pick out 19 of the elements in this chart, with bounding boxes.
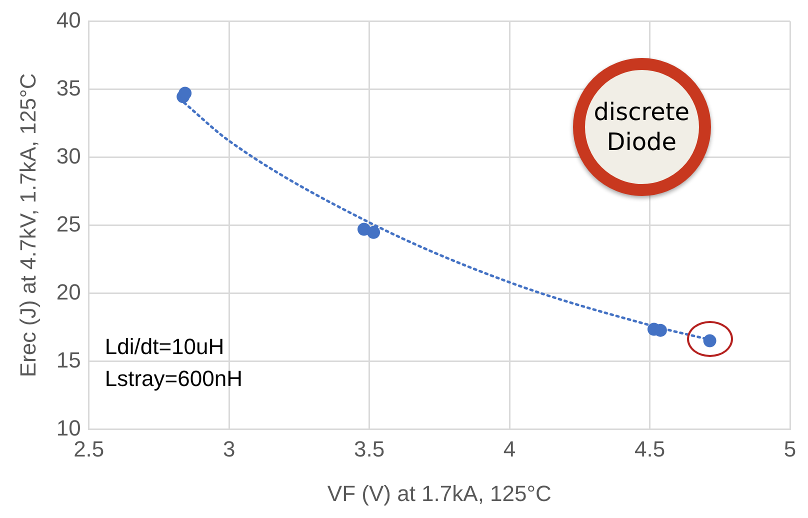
point <box>367 226 380 239</box>
y-tick-label: 35 <box>56 75 81 100</box>
annotation: Ldi/dt=10uH <box>104 334 224 360</box>
y-axis-title: Erec (J) at 4.7kV, 1.7kA, 125°C <box>15 73 40 378</box>
x-tick-label: 5 <box>784 436 796 462</box>
y-tick-label: 15 <box>56 347 81 372</box>
ring-badge: discrete Diode <box>572 58 711 196</box>
y-tick-label: 25 <box>56 211 81 236</box>
y-tick-label: 30 <box>56 143 81 168</box>
point <box>178 86 192 100</box>
annotation: Lstray=600nH <box>104 366 242 392</box>
y-tick-label: 20 <box>56 279 81 304</box>
x-tick-label: 3 <box>222 436 236 462</box>
y-tick-label: 40 <box>56 7 81 32</box>
x-tick-label: 4 <box>503 436 516 462</box>
x-tick-label: 4.5 <box>634 436 666 462</box>
x-tick-label: 3.5 <box>354 436 385 462</box>
annotation: discrete Diode <box>592 96 691 157</box>
x-axis-title: VF (V) at 1.7kA, 125°C <box>327 480 552 506</box>
